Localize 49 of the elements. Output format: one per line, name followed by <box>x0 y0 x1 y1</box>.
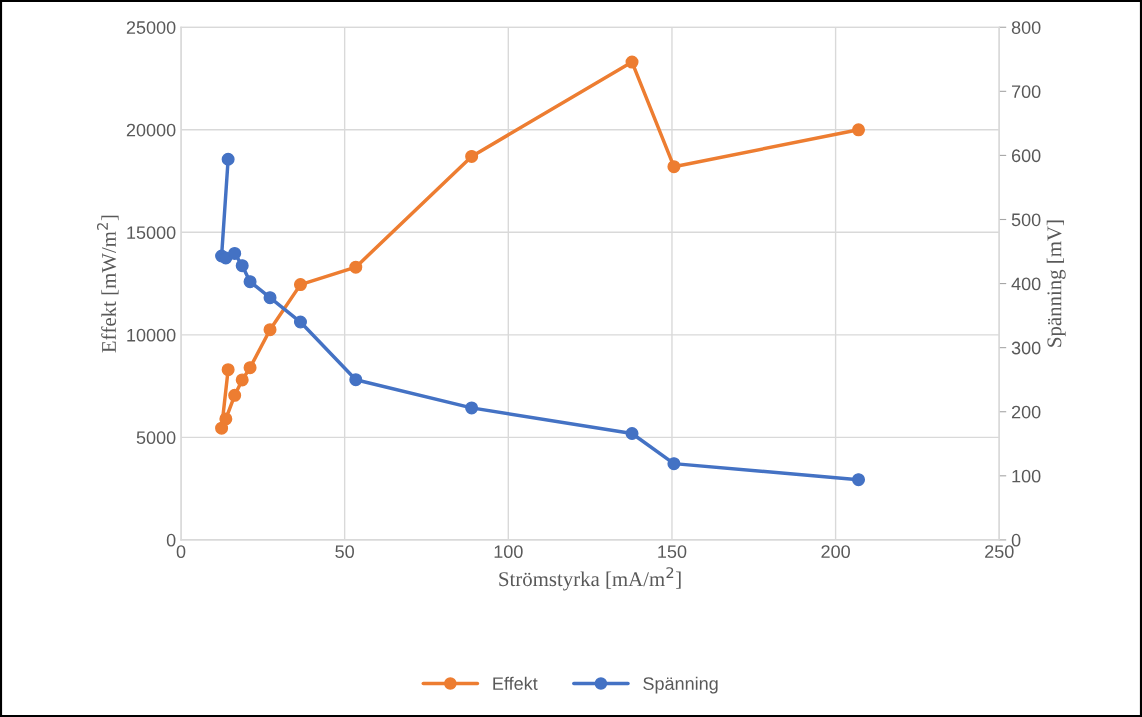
y-tick-label: 5000 <box>136 431 176 445</box>
point <box>465 401 479 415</box>
x-tick-label: 200 <box>821 545 850 559</box>
point <box>667 457 681 471</box>
point <box>667 160 681 174</box>
point <box>219 412 233 426</box>
point <box>293 315 307 329</box>
y2-axis-title: Spänning [mV] <box>1046 220 1066 347</box>
x-tick-label: 50 <box>335 545 354 559</box>
point <box>625 55 639 69</box>
x-axis-title: Strömstyrka [mA/m$^{2}$] <box>499 567 681 591</box>
x-tick-label: 100 <box>494 545 523 559</box>
point <box>852 473 866 487</box>
point <box>235 373 249 387</box>
point <box>228 388 242 402</box>
point <box>349 260 363 274</box>
legend-label: Spänning <box>643 676 718 694</box>
point <box>625 427 639 441</box>
point <box>221 152 235 166</box>
point <box>221 363 235 377</box>
point <box>852 123 866 137</box>
point <box>243 361 257 375</box>
point <box>228 246 242 260</box>
point <box>263 291 277 305</box>
point <box>349 373 363 387</box>
point <box>293 278 307 292</box>
y2-tick-label: 0 <box>1011 533 1021 547</box>
y2-tick-label: 600 <box>1011 149 1041 163</box>
point <box>235 259 249 273</box>
y2-tick-label: 400 <box>1011 277 1041 291</box>
y2-tick-label: 200 <box>1011 405 1041 419</box>
y2-tick-label: 100 <box>1012 469 1041 483</box>
point <box>243 275 257 289</box>
point <box>465 149 479 163</box>
y-axis-title: Effekt [mW/m$^{2}$] <box>96 215 119 353</box>
y-tick-label: 10000 <box>127 328 176 342</box>
y2-tick-label: 700 <box>1011 85 1041 99</box>
y2-tick-label: 500 <box>1011 213 1041 227</box>
y2-tick-label: 300 <box>1011 341 1041 355</box>
y-tick-label: 15000 <box>127 226 176 240</box>
y2-tick-label: 800 <box>1011 21 1041 34</box>
legend-label: Effekt <box>493 676 538 691</box>
x-tick-label: 250 <box>985 545 1014 559</box>
y-tick-label: 0 <box>166 533 176 547</box>
point <box>263 323 277 337</box>
y-tick-label: 20000 <box>126 123 176 137</box>
x-tick-label: 0 <box>176 545 186 559</box>
x-tick-label: 150 <box>658 545 687 559</box>
y-tick-label: 25000 <box>126 21 176 34</box>
